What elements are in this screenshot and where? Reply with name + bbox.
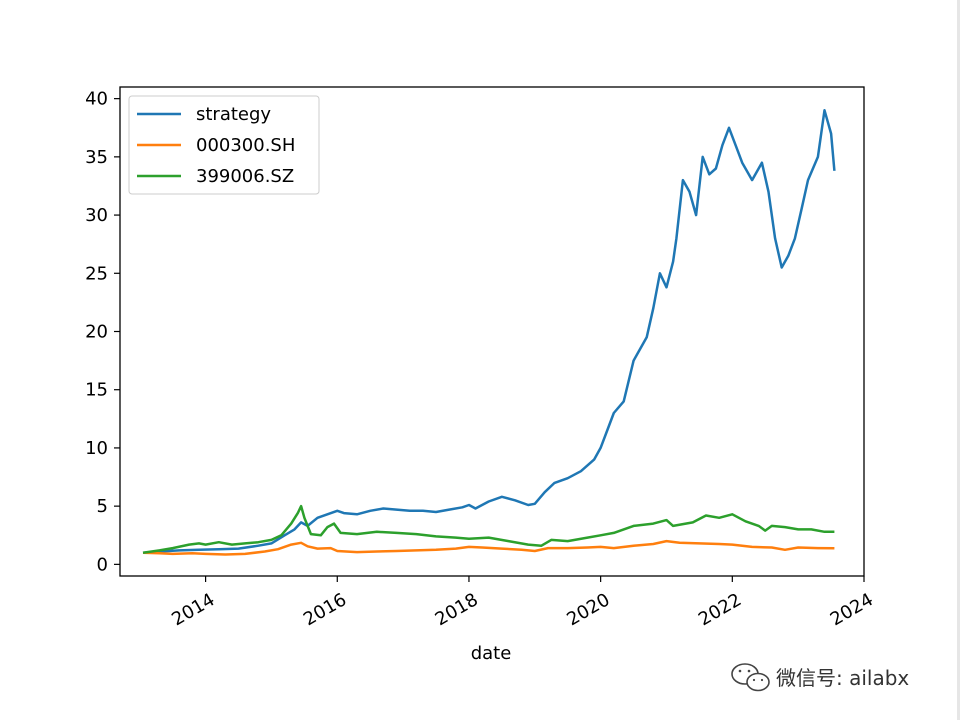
x-tick-label: 2018 — [432, 589, 482, 630]
series-line-399006-sz — [142, 504, 835, 554]
legend-box — [128, 95, 320, 195]
y-tick-label: 15 — [85, 380, 108, 401]
x-axis-label: date — [471, 643, 512, 664]
series-line-000300-sh — [142, 539, 835, 556]
plot-lines — [142, 109, 836, 556]
y-axis: 0 5 10 15 20 25 30 35 40 — [85, 89, 120, 575]
legend-label-strategy: strategy — [196, 104, 271, 125]
x-tick-label: 2024 — [827, 589, 877, 630]
y-tick-label: 40 — [85, 89, 108, 110]
y-tick-label: 5 — [97, 496, 108, 517]
y-tick-label: 35 — [85, 147, 108, 168]
y-tick-label: 10 — [85, 438, 108, 459]
watermark-text: 微信号: ailabx — [776, 666, 909, 690]
series-line-strategy — [142, 109, 836, 554]
legend-label-399006: 399006.SZ — [196, 166, 294, 187]
x-axis: 2014 2016 2018 2020 2022 2024 — [168, 576, 877, 630]
right-edge-divider — [957, 0, 960, 720]
x-tick-label: 2016 — [300, 589, 350, 630]
y-tick-label: 20 — [85, 322, 108, 343]
legend: strategy 000300.SH 399006.SZ — [128, 95, 320, 195]
x-tick-label: 2014 — [168, 589, 218, 630]
legend-label-000300: 000300.SH — [196, 135, 295, 156]
y-tick-label: 0 — [97, 554, 108, 575]
watermark: 微信号: ailabx — [731, 663, 909, 692]
y-tick-label: 25 — [85, 263, 108, 284]
wechat-icon — [731, 663, 770, 692]
x-tick-label: 2022 — [695, 589, 745, 630]
x-tick-label: 2020 — [563, 589, 613, 630]
y-tick-label: 30 — [85, 205, 108, 226]
